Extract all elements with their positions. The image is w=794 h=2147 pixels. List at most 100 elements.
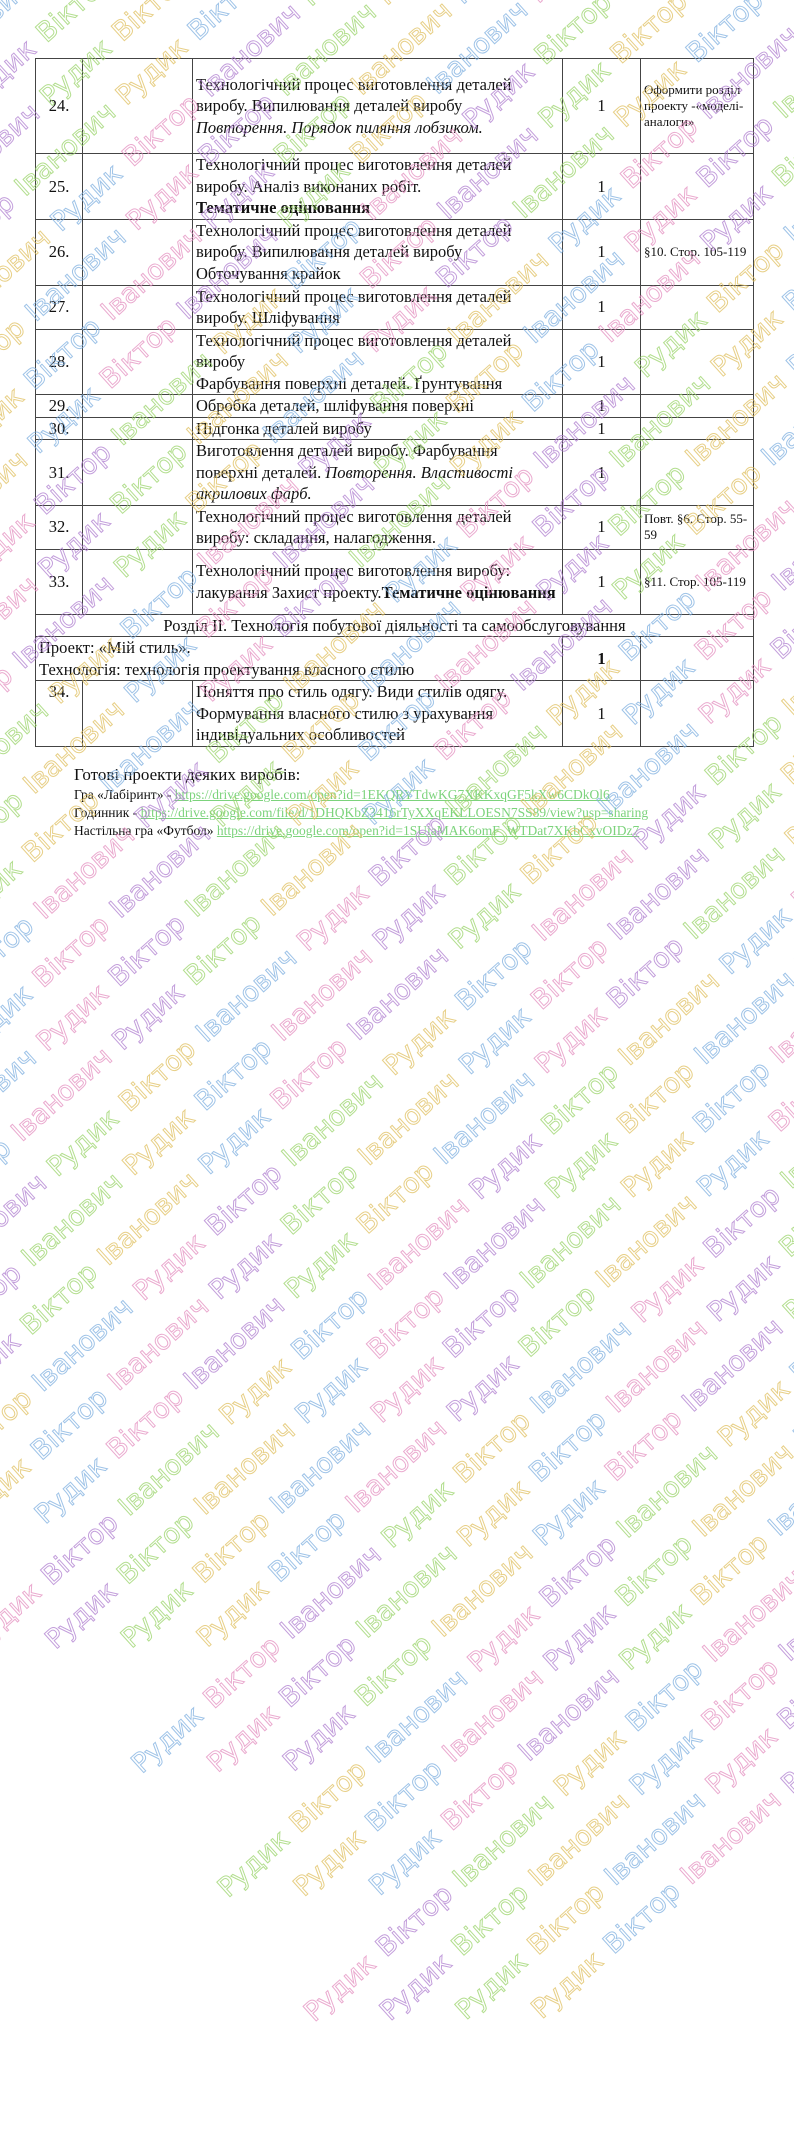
lesson-number: 30. xyxy=(35,416,83,440)
lesson-date xyxy=(82,218,193,286)
lesson-topic: Технологічний процес виготовлення детале… xyxy=(192,153,563,220)
lesson-date xyxy=(82,284,193,330)
lesson-topic: Технологічний процес виготовлення детале… xyxy=(192,284,563,330)
lesson-date xyxy=(82,394,193,418)
topic-part: Технологічний процес виготовлення детале… xyxy=(196,330,512,372)
lesson-homework xyxy=(640,153,754,220)
lesson-number: 28. xyxy=(35,328,83,395)
lesson-plan-table: 24. Технологічний процес виготовлення дет… xyxy=(35,58,754,747)
project-link[interactable]: https://drive.google.com/open?id=1EKQRYT… xyxy=(174,787,610,802)
lesson-number: 25. xyxy=(35,153,83,220)
section-row: Розділ ІІ. Технологія побутової діяльнос… xyxy=(35,613,754,637)
lesson-hours: 1 xyxy=(562,328,641,395)
project-description: Проект: «Мій стиль». Технологія: технолог… xyxy=(35,636,563,681)
lesson-date xyxy=(82,548,193,615)
topic-part: Підгонка деталей виробу xyxy=(196,418,372,438)
project-link-item: Годинник - https://drive.google.com/file… xyxy=(74,804,754,822)
topic-part: Технологічний процес виготовлення виробу… xyxy=(196,561,511,602)
section-title: Розділ ІІ. Технологія побутової діяльнос… xyxy=(35,613,754,637)
lesson-hours: 1 xyxy=(562,58,641,154)
project-link-item: Гра «Лабіринт» - https://drive.google.co… xyxy=(74,786,754,804)
lesson-homework xyxy=(640,394,754,418)
topic-part: Технологічний процес виготовлення детале… xyxy=(196,506,512,548)
ready-projects-heading: Готові проекти деяких виробів: xyxy=(74,765,301,784)
project-row: Проект: «Мій стиль». Технологія: технолог… xyxy=(35,636,754,681)
topic-part: Фарбування поверхні деталей. Ґрунтування xyxy=(196,373,503,393)
lesson-hours: 1 xyxy=(562,153,641,220)
topic-part: Технологічний процес виготовлення детале… xyxy=(196,286,512,328)
ready-projects: Готові проекти деяких виробів: Гра «Лабі… xyxy=(74,764,754,840)
lesson-number: 24. xyxy=(35,58,83,154)
lesson-topic: Технологічний процес виготовлення виробу… xyxy=(192,548,563,615)
table-row: 34. Поняття про стиль одягу. Види стилів … xyxy=(35,680,754,747)
lesson-hours: 1 xyxy=(562,439,641,506)
lesson-homework xyxy=(640,439,754,506)
lesson-number: 27. xyxy=(35,284,83,330)
project-link[interactable]: https://drive.google.com/open?id=1SUiaMA… xyxy=(216,823,640,838)
lesson-homework: Оформити розділ проекту -«моделі-аналоги… xyxy=(640,58,754,154)
table-row: 33. Технологічний процес виготовлення вир… xyxy=(35,548,754,615)
topic-part: Технологічний процес виготовлення детале… xyxy=(196,220,512,262)
lesson-hours: 1 xyxy=(562,218,641,286)
lesson-hours: 1 xyxy=(562,680,641,747)
project-label: Гра «Лабіринт» - xyxy=(74,787,175,802)
topic-part: Технологічний процес виготовлення детале… xyxy=(196,155,512,196)
project-homework xyxy=(640,636,754,681)
lesson-hours: 1 xyxy=(562,504,641,550)
table-row: 28. Технологічний процес виготовлення дет… xyxy=(35,328,754,395)
lesson-date xyxy=(82,416,193,440)
lesson-topic: Виготовлення деталей виробу. Фарбування … xyxy=(192,439,563,506)
lesson-number: 29. xyxy=(35,394,83,418)
lesson-homework xyxy=(640,680,754,747)
project-label: Годинник - xyxy=(74,805,141,820)
lesson-hours: 1 xyxy=(562,394,641,418)
topic-part: Технологічний процес виготовлення детале… xyxy=(196,74,512,116)
lesson-hours: 1 xyxy=(562,548,641,615)
lesson-topic: Технологічний процес виготовлення детале… xyxy=(192,58,563,154)
table-row: 30. Підгонка деталей виробу 1 xyxy=(35,416,754,440)
table-row: 25. Технологічний процес виготовлення дет… xyxy=(35,153,754,220)
lesson-date xyxy=(82,153,193,220)
lesson-homework xyxy=(640,284,754,330)
lesson-date xyxy=(82,504,193,550)
lesson-homework: Повт. §6. Стор. 55-59 xyxy=(640,504,754,550)
table-row: 24. Технологічний процес виготовлення дет… xyxy=(35,58,754,154)
lesson-date xyxy=(82,328,193,395)
lesson-number: 32. xyxy=(35,504,83,550)
lesson-number: 34. xyxy=(35,680,83,747)
lesson-topic: Підгонка деталей виробу xyxy=(192,416,563,440)
lesson-number: 26. xyxy=(35,218,83,286)
lesson-topic: Технологічний процес виготовлення детале… xyxy=(192,218,563,286)
lesson-date xyxy=(82,439,193,506)
topic-part: Тематичне оцінювання xyxy=(381,582,556,602)
lesson-homework xyxy=(640,328,754,395)
table-row: 29. Обробка деталей, шліфування поверхні 1 xyxy=(35,394,754,418)
lesson-topic: Обробка деталей, шліфування поверхні xyxy=(192,394,563,418)
lesson-topic: Технологічний процес виготовлення детале… xyxy=(192,504,563,550)
project-link[interactable]: https://drive.google.com/file/d/1DHQKbZ3… xyxy=(140,805,649,820)
lesson-topic: Поняття про стиль одягу. Види стилів одя… xyxy=(192,680,563,747)
lesson-date xyxy=(82,680,193,747)
table-row: 31. Виготовлення деталей виробу. Фарбуван… xyxy=(35,439,754,506)
project-technology: Технологія: технологія проектування влас… xyxy=(39,659,415,679)
lesson-homework xyxy=(640,416,754,440)
topic-part: Повторення. Властивості акрилових фарб. xyxy=(196,462,513,504)
lesson-topic: Технологічний процес виготовлення детале… xyxy=(192,328,563,395)
project-label: Настільна гра «Футбол» xyxy=(74,823,217,838)
lesson-date xyxy=(82,58,193,154)
topic-part: Виготовлення деталей виробу. Фарбування … xyxy=(196,441,498,482)
project-link-item: Настільна гра «Футбол» https://drive.goo… xyxy=(74,822,754,840)
lesson-hours: 1 xyxy=(562,284,641,330)
topic-part: Обробка деталей, шліфування поверхні xyxy=(196,396,474,415)
lesson-number: 33. xyxy=(35,548,83,615)
lesson-number: 31. xyxy=(35,439,83,506)
project-hours: 1 xyxy=(562,636,641,681)
table-row: 27. Технологічний процес виготовлення дет… xyxy=(35,284,754,330)
topic-part: Повторення. Порядок пиляння лобзиком. xyxy=(196,117,483,137)
topic-part: Обточування крайок xyxy=(196,263,341,283)
topic-part: Тематичне оцінювання xyxy=(196,198,371,217)
lesson-hours: 1 xyxy=(562,416,641,440)
project-name: Проект: «Мій стиль». xyxy=(39,638,191,657)
lesson-homework: §10. Стор. 105-119 xyxy=(640,218,754,286)
table-row: 32. Технологічний процес виготовлення дет… xyxy=(35,504,754,550)
